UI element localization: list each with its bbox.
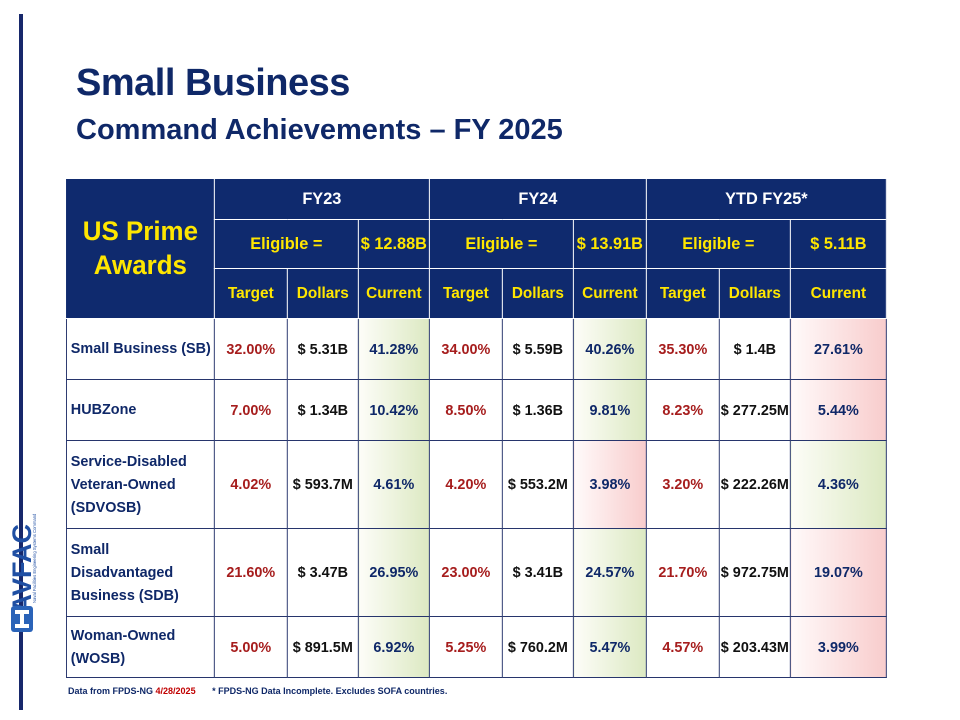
current-cell: 24.57%: [572, 528, 647, 617]
dollars-cell: $ 1.34B: [286, 379, 359, 441]
row-label: Small Disadvantaged Business (SDB): [66, 528, 215, 617]
col-header-current: Current: [789, 268, 887, 319]
eligible-label-fy25: Eligible =: [645, 219, 791, 269]
left-accent-rule: [19, 14, 23, 710]
target-cell: 35.30%: [645, 318, 720, 380]
row-label: Service-Disabled Veteran-Owned (SDVOSB): [66, 440, 215, 529]
period-header-fy23: FY23: [213, 178, 430, 220]
current-cell: 41.28%: [357, 318, 430, 380]
row-label: Woman-Owned (WOSB): [66, 616, 215, 678]
page-title: Small Business: [76, 62, 350, 104]
dollars-cell: $ 5.31B: [286, 318, 359, 380]
target-cell: 4.57%: [645, 616, 720, 678]
dollars-cell: $ 277.25M: [718, 379, 791, 441]
table-row-small-business: Small Business (SB) 32.00% $ 5.31B 41.28% 34…: [66, 318, 887, 380]
col-header-target: Target: [213, 268, 288, 319]
dollars-cell: $ 5.59B: [501, 318, 574, 380]
target-cell: 5.00%: [213, 616, 288, 678]
table-row-sdb: Small Disadvantaged Business (SDB) 21.60%…: [66, 528, 887, 617]
col-header-target: Target: [428, 268, 503, 319]
current-cell: 3.98%: [572, 440, 647, 529]
current-cell: 26.95%: [357, 528, 430, 617]
eligible-value-fy24: $ 13.91B: [572, 219, 647, 269]
target-cell: 4.02%: [213, 440, 288, 529]
col-header-dollars: Dollars: [286, 268, 359, 319]
row-label: HUBZone: [66, 379, 215, 441]
dollars-cell: $ 3.41B: [501, 528, 574, 617]
dollars-cell: $ 203.43M: [718, 616, 791, 678]
current-cell: 10.42%: [357, 379, 430, 441]
target-cell: 21.60%: [213, 528, 288, 617]
eligible-label-fy23: Eligible =: [213, 219, 359, 269]
target-cell: 23.00%: [428, 528, 503, 617]
eligible-value-fy23: $ 12.88B: [357, 219, 430, 269]
us-prime-awards-header: US Prime Awards: [66, 178, 215, 319]
navfac-logo-subtext: Naval Facilities Engineering Systems Com…: [32, 513, 37, 603]
table-row-wosb: Woman-Owned (WOSB) 5.00% $ 891.5M 6.92% 5.25…: [66, 616, 887, 678]
target-cell: 8.50%: [428, 379, 503, 441]
dollars-cell: $ 1.4B: [718, 318, 791, 380]
us-prime-label: US Prime: [82, 215, 199, 246]
current-cell: 19.07%: [789, 528, 887, 617]
table-row-hubzone: HUBZone 7.00% $ 1.34B 10.42% 8.50% $ 1.36B 9.8…: [66, 379, 887, 441]
current-cell: 5.44%: [789, 379, 887, 441]
footnote-note: * FPDS-NG Data Incomplete. Excludes SOFA…: [212, 686, 448, 696]
dollars-cell: $ 972.75M: [718, 528, 791, 617]
dollars-cell: $ 760.2M: [501, 616, 574, 678]
current-cell: 4.61%: [357, 440, 430, 529]
table-row-sdvosb: Service-Disabled Veteran-Owned (SDVOSB) 4…: [66, 440, 887, 529]
footnote-source: Data from FPDS-NG: [68, 686, 154, 696]
footnote-date: 4/28/2025: [155, 686, 196, 696]
period-header-ytd-fy25: YTD FY25*: [645, 178, 887, 220]
target-cell: 32.00%: [213, 318, 288, 380]
navfac-emblem-icon: [11, 606, 33, 632]
dollars-cell: $ 593.7M: [286, 440, 359, 529]
current-cell: 6.92%: [357, 616, 430, 678]
prime-awards-table: US Prime Awards FY23 FY24 YTD FY25* Elig…: [66, 178, 887, 678]
col-header-dollars: Dollars: [718, 268, 791, 319]
col-header-current: Current: [572, 268, 647, 319]
target-cell: 8.23%: [645, 379, 720, 441]
page-subtitle: Command Achievements – FY 2025: [76, 114, 563, 146]
current-cell: 3.99%: [789, 616, 887, 678]
current-cell: 5.47%: [572, 616, 647, 678]
eligible-label-fy24: Eligible =: [428, 219, 574, 269]
target-cell: 4.20%: [428, 440, 503, 529]
dollars-cell: $ 553.2M: [501, 440, 574, 529]
target-cell: 21.70%: [645, 528, 720, 617]
current-cell: 9.81%: [572, 379, 647, 441]
awards-label: Awards: [93, 249, 187, 280]
col-header-dollars: Dollars: [501, 268, 574, 319]
dollars-cell: $ 3.47B: [286, 528, 359, 617]
col-header-target: Target: [645, 268, 720, 319]
target-cell: 34.00%: [428, 318, 503, 380]
target-cell: 3.20%: [645, 440, 720, 529]
footnote: Data from FPDS-NG 4/28/2025 * FPDS-NG Da…: [68, 686, 447, 696]
period-header-fy24: FY24: [428, 178, 647, 220]
row-label: Small Business (SB): [66, 318, 215, 380]
col-header-current: Current: [357, 268, 430, 319]
current-cell: 40.26%: [572, 318, 647, 380]
dollars-cell: $ 222.26M: [718, 440, 791, 529]
eligible-value-fy25: $ 5.11B: [789, 219, 887, 269]
dollars-cell: $ 891.5M: [286, 616, 359, 678]
current-cell: 4.36%: [789, 440, 887, 529]
target-cell: 5.25%: [428, 616, 503, 678]
dollars-cell: $ 1.36B: [501, 379, 574, 441]
table-body: Small Business (SB) 32.00% $ 5.31B 41.28% 34…: [66, 318, 887, 678]
target-cell: 7.00%: [213, 379, 288, 441]
current-cell: 27.61%: [789, 318, 887, 380]
